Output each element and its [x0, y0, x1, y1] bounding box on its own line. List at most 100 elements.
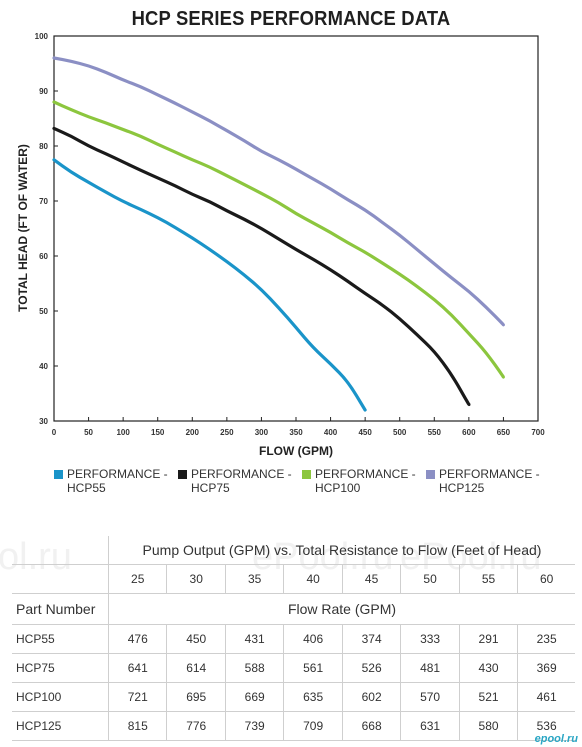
flow-rate-cell: 481	[400, 653, 460, 683]
flow-rate-cell: 431	[225, 624, 285, 654]
head-value-cell: 35	[225, 564, 285, 594]
plot-area-frame	[53, 35, 539, 422]
series-line-hcp55	[52, 158, 367, 412]
flow-rate-cell: 570	[400, 682, 460, 712]
x-tick-label: 350	[289, 428, 303, 437]
legend-label-hcp100: PERFORMANCE - HCP100	[315, 467, 416, 495]
table-row: HCP125 815 776 739 709 668 631 580 536	[12, 711, 575, 741]
flow-rate-cell: 374	[342, 624, 402, 654]
flow-rate-cell: 776	[166, 711, 226, 741]
legend-item-hcp55: PERFORMANCE - HCP55	[54, 466, 174, 500]
head-value-cell: 30	[166, 564, 226, 594]
y-axis-title: TOTAL HEAD (FT OF WATER)	[16, 144, 30, 312]
x-tick-label: 0	[52, 428, 57, 437]
part-number-cell: HCP125	[12, 711, 109, 741]
head-value-cell: 25	[107, 564, 168, 594]
x-tick-label: 200	[186, 428, 200, 437]
head-value-cell: 45	[342, 564, 402, 594]
legend-label-hcp55: PERFORMANCE - HCP55	[67, 467, 168, 495]
flow-rate-cell: 580	[459, 711, 519, 741]
y-tick-label: 30	[39, 417, 48, 426]
flow-rate-cell: 430	[459, 653, 519, 683]
x-tick-label: 400	[324, 428, 338, 437]
flow-rate-cell: 721	[107, 682, 168, 712]
flow-rate-cell: 333	[400, 624, 460, 654]
flow-rate-cell: 291	[459, 624, 519, 654]
flow-rate-cell: 588	[225, 653, 285, 683]
flow-rate-cell: 709	[283, 711, 343, 741]
x-tick-label: 700	[531, 428, 545, 437]
series-line-hcp100	[52, 100, 506, 379]
part-number-cell: HCP75	[12, 653, 109, 683]
flow-rate-cell: 369	[517, 653, 575, 683]
chart-series	[52, 56, 506, 412]
head-value-cell: 40	[283, 564, 343, 594]
head-value-cell: 55	[459, 564, 519, 594]
flow-rate-header: Flow Rate (GPM)	[108, 593, 575, 625]
table-corner-cell	[12, 564, 109, 594]
x-tick-label: 50	[84, 428, 93, 437]
flow-rate-cell: 602	[342, 682, 402, 712]
performance-chart: 0 50 100 150 200 250 300 350 400 450 500 550 600 650 7…	[16, 32, 546, 458]
legend-item-hcp100: PERFORMANCE - HCP100	[302, 466, 422, 500]
flow-rate-cell: 641	[107, 653, 168, 683]
head-value-cell: 60	[517, 564, 575, 594]
legend-swatch-hcp125	[426, 470, 435, 479]
flow-rate-cell: 561	[283, 653, 343, 683]
table-label-row: Part Number Flow Rate (GPM)	[12, 593, 575, 625]
x-tick-label: 100	[116, 428, 130, 437]
flow-rate-cell: 476	[107, 624, 168, 654]
chart-ticks: 0 50 100 150 200 250 300 350 400 450 500 550 600 650 7…	[35, 32, 546, 437]
chart-axes	[53, 35, 539, 422]
flow-rate-cell: 450	[166, 624, 226, 654]
table-head-values-row: 25 30 35 40 45 50 55 60	[12, 564, 575, 594]
flow-rate-cell: 668	[342, 711, 402, 741]
head-value-cell: 50	[400, 564, 460, 594]
flow-rate-cell: 669	[225, 682, 285, 712]
part-number-cell: HCP100	[12, 682, 109, 712]
y-tick-label: 80	[39, 142, 48, 151]
series-line-hcp75	[52, 126, 471, 407]
y-tick-label: 100	[35, 32, 49, 41]
table-caption-row: Pump Output (GPM) vs. Total Resistance t…	[12, 536, 575, 565]
flow-rate-cell: 815	[107, 711, 168, 741]
flow-rate-cell: 614	[166, 653, 226, 683]
x-tick-label: 450	[358, 428, 372, 437]
x-tick-label: 550	[428, 428, 442, 437]
table-row: HCP100 721 695 669 635 602 570 521 461	[12, 682, 575, 712]
legend-label-hcp125: PERFORMANCE - HCP125	[439, 467, 540, 495]
table-body: HCP55 476 450 431 406 374 333 291 235 HCP75 641 614…	[12, 624, 575, 741]
flow-rate-cell: 526	[342, 653, 402, 683]
table-corner-cell	[12, 536, 109, 565]
x-tick-label: 250	[220, 428, 234, 437]
flow-rate-cell: 406	[283, 624, 343, 654]
table-caption: Pump Output (GPM) vs. Total Resistance t…	[108, 536, 575, 565]
table-row: HCP75 641 614 588 561 526 481 430 369	[12, 653, 575, 683]
flow-rate-cell: 631	[400, 711, 460, 741]
legend-swatch-hcp100	[302, 470, 311, 479]
series-line-hcp125	[52, 56, 506, 327]
y-tick-label: 50	[39, 307, 48, 316]
part-number-header: Part Number	[12, 593, 109, 625]
y-tick-label: 40	[39, 362, 48, 371]
flow-rate-cell: 695	[166, 682, 226, 712]
legend-item-hcp125: PERFORMANCE - HCP125	[426, 466, 566, 500]
legend-label-hcp75: PERFORMANCE - HCP75	[191, 467, 292, 495]
flow-rate-cell: 536	[517, 711, 575, 741]
y-tick-label: 60	[39, 252, 48, 261]
legend-item-hcp75: PERFORMANCE - HCP75	[178, 466, 298, 500]
flow-rate-cell: 235	[517, 624, 575, 654]
performance-table: Pump Output (GPM) vs. Total Resistance t…	[12, 536, 575, 741]
flow-rate-cell: 521	[459, 682, 519, 712]
x-tick-label: 500	[393, 428, 407, 437]
flow-rate-cell: 635	[283, 682, 343, 712]
x-axis-title: FLOW (GPM)	[259, 444, 333, 458]
x-tick-label: 150	[151, 428, 165, 437]
part-number-cell: HCP55	[12, 624, 109, 654]
y-tick-label: 90	[39, 87, 48, 96]
y-tick-label: 70	[39, 197, 48, 206]
x-tick-label: 300	[255, 428, 269, 437]
legend-swatch-hcp55	[54, 470, 63, 479]
x-tick-label: 600	[462, 428, 476, 437]
legend-swatch-hcp75	[178, 470, 187, 479]
